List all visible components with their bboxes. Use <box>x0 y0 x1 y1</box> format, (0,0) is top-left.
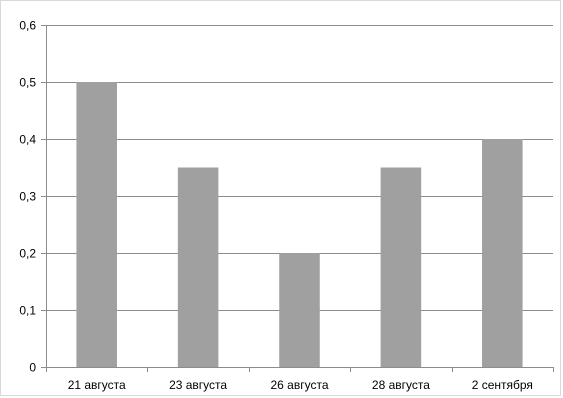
y-tick-label: 0,3 <box>19 190 36 204</box>
bar-3 <box>279 253 320 367</box>
y-tick-labels: 0 0,1 0,2 0,3 0,4 0,5 0,6 <box>19 19 36 375</box>
x-tick-label: 21 августа <box>68 378 126 392</box>
bar-4 <box>380 167 422 367</box>
x-tick-label: 28 августа <box>372 378 430 392</box>
x-tick-labels: 21 августа 23 августа 26 августа 28 августа… <box>68 378 533 392</box>
y-tick-label: 0,4 <box>19 133 36 147</box>
y-tick-label: 0,1 <box>19 304 36 318</box>
bars <box>76 82 523 367</box>
axes <box>41 25 554 372</box>
y-tick-label: 0 <box>29 361 36 375</box>
y-tick-label: 0,2 <box>19 247 36 261</box>
gridlines <box>46 25 553 311</box>
x-tick-label: 23 августа <box>169 378 227 392</box>
bar-5 <box>482 139 523 367</box>
bar-1 <box>76 82 117 367</box>
y-tick-label: 0,5 <box>19 76 36 90</box>
y-tick-label: 0,6 <box>19 19 36 33</box>
x-tick-label: 26 августа <box>270 378 328 392</box>
x-tick-label: 2 сентября <box>472 378 533 392</box>
bar-2 <box>177 167 219 367</box>
